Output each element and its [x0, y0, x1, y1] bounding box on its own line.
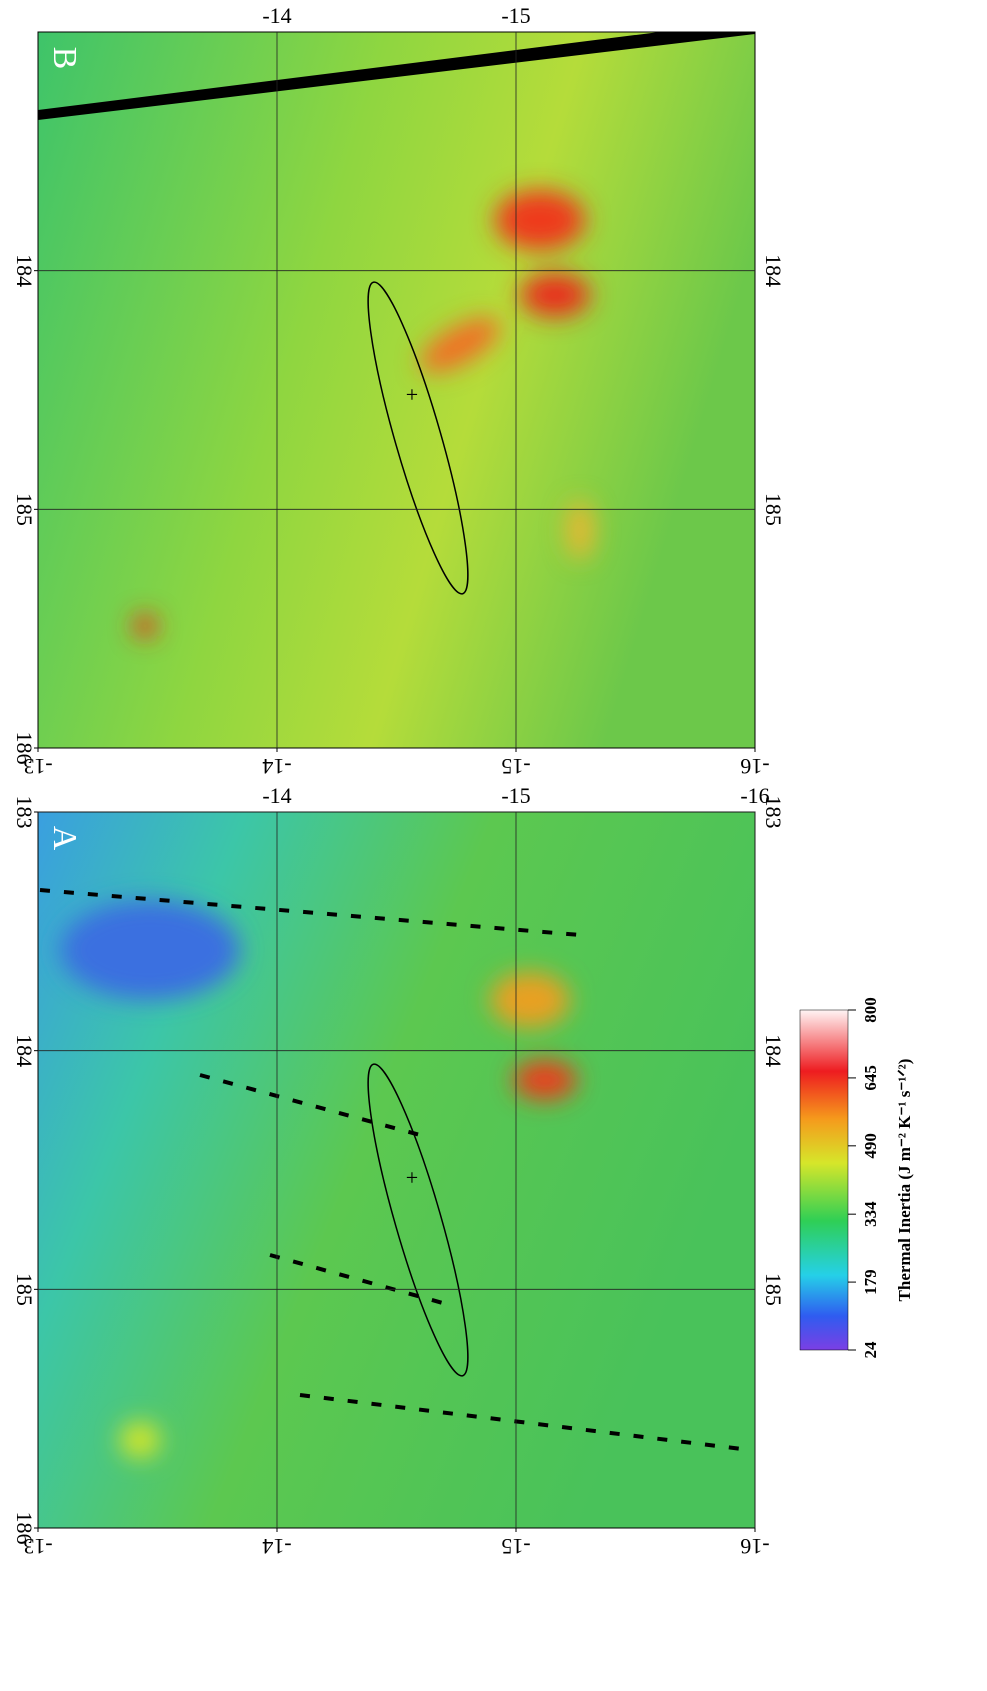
panel-label: B [46, 47, 83, 70]
colorbar-tick-label: 24 [861, 1341, 880, 1359]
right-tick-label: 184 [761, 254, 786, 287]
colorbar [800, 1010, 848, 1350]
right-tick-label: 185 [761, 1273, 786, 1306]
bottom-tick-label: -15 [501, 1534, 530, 1559]
left-tick-label: 186 [12, 1512, 37, 1545]
map-b: + [38, 20, 755, 748]
colorbar-tick-label: 179 [861, 1269, 880, 1295]
colorbar-tick-label: 334 [861, 1201, 880, 1227]
colorbar-tick-label: 645 [861, 1065, 880, 1091]
top-tick-label: -15 [501, 783, 530, 808]
colorbar-tick-label: 490 [861, 1133, 880, 1159]
top-tick-label: -14 [262, 783, 291, 808]
bottom-tick-label: -14 [262, 754, 291, 779]
map-a: + [38, 812, 755, 1528]
left-tick-label: 184 [12, 254, 37, 287]
left-tick-label: 185 [12, 493, 37, 526]
right-tick-label: 184 [761, 1034, 786, 1067]
bottom-tick-label: -14 [262, 1534, 291, 1559]
svg-text:+: + [406, 382, 418, 407]
figure: + + Thermal Inertia (J m⁻² K⁻¹ s⁻¹ᐟ²) B -… [0, 0, 987, 1686]
left-tick-label: 183 [12, 796, 37, 829]
bottom-tick-label: -16 [740, 1534, 769, 1559]
right-tick-label: 185 [761, 493, 786, 526]
bottom-tick-label: -15 [501, 754, 530, 779]
colorbar-title: Thermal Inertia (J m⁻² K⁻¹ s⁻¹ᐟ²) [895, 1059, 914, 1302]
top-tick-label: -14 [262, 3, 291, 28]
left-tick-label: 184 [12, 1034, 37, 1067]
left-tick-label: 185 [12, 1273, 37, 1306]
bottom-tick-label: -16 [740, 754, 769, 779]
panel-label: A [46, 826, 83, 851]
svg-text:+: + [406, 1165, 418, 1190]
colorbar-tick-label: 800 [861, 997, 880, 1023]
right-tick-label: 183 [761, 796, 786, 829]
top-tick-label: -15 [501, 3, 530, 28]
left-tick-label: 186 [12, 732, 37, 765]
